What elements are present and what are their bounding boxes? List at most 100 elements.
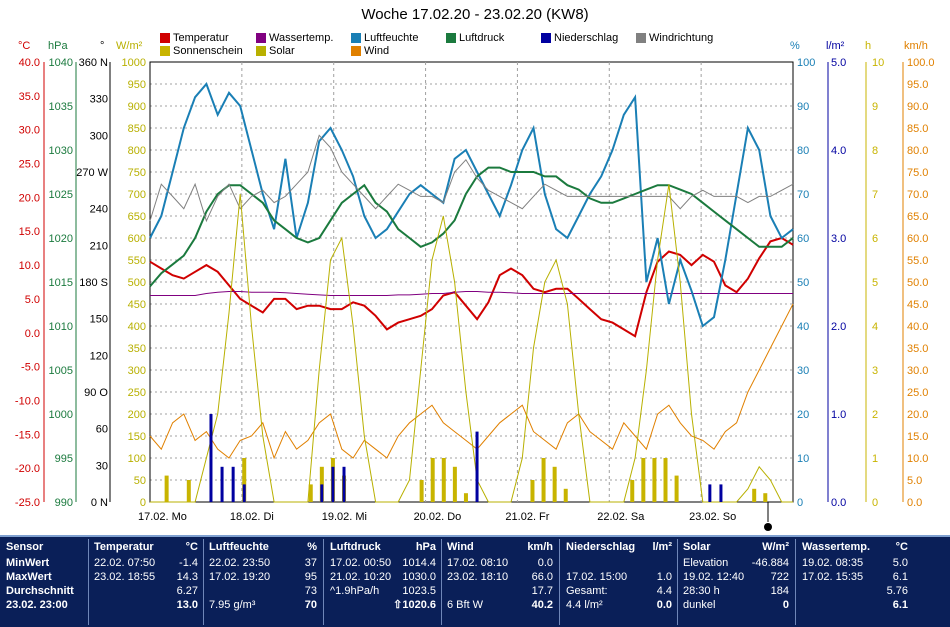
solar-axis-tick: 50 bbox=[134, 475, 146, 487]
temp-avg: 6.27 bbox=[176, 585, 198, 597]
wind-axis-tick: 30.0 bbox=[907, 365, 928, 377]
col-humidity: Luftfeuchte% 22.02. 23:50 37 17.02. 19:20… bbox=[209, 541, 317, 623]
col-solar: Solar W/m² Elevation -46.884 19.02. 12:40 7… bbox=[683, 541, 789, 623]
bar-sonnenschein bbox=[452, 466, 457, 502]
series-solar bbox=[150, 184, 793, 503]
unit-hum: % bbox=[790, 40, 800, 52]
solar-axis-tick: 300 bbox=[128, 365, 146, 377]
solar-avg: 184 bbox=[770, 585, 789, 597]
wind-axis-tick: 0.0 bbox=[907, 497, 922, 509]
press-axis-tick: 1020 bbox=[49, 233, 73, 245]
press-max-time: 21.02. 10:20 bbox=[330, 571, 392, 583]
x-tick-label: 23.02. So bbox=[689, 511, 736, 523]
sun-axis-tick: 7 bbox=[872, 189, 878, 201]
legend-wind: Wind bbox=[351, 45, 389, 57]
solar-axis-tick: 150 bbox=[128, 431, 146, 443]
hum-axis-tick: 40 bbox=[797, 321, 809, 333]
bar-niederschlag bbox=[242, 484, 246, 502]
bar-niederschlag bbox=[220, 466, 224, 502]
dir-axis-tick: 30 bbox=[96, 460, 108, 472]
col-sensor: Sensor MinWert MaxWert Durchschnitt 23.0… bbox=[6, 541, 84, 623]
series-luftfeuchte bbox=[149, 82, 794, 328]
hum-axis-tick: 0 bbox=[797, 497, 803, 509]
unit-dir: ° bbox=[100, 40, 105, 52]
sun-axis-tick: 4 bbox=[872, 321, 878, 333]
press-axis-tick: 1025 bbox=[49, 189, 73, 201]
legend-swatch bbox=[256, 46, 266, 56]
bar-sonnenschein bbox=[663, 458, 668, 502]
temp-max-time: 23.02. 18:55 bbox=[94, 571, 156, 583]
wind-axis-tick: 40.0 bbox=[907, 321, 928, 333]
row-label-avg: Durchschnitt bbox=[6, 585, 74, 597]
bar-sonnenschein bbox=[641, 458, 646, 502]
series-wind bbox=[149, 303, 794, 460]
bar-sonnenschein bbox=[430, 458, 435, 502]
wind-axis-tick: 90.0 bbox=[907, 101, 928, 113]
solar-axis-tick: 450 bbox=[128, 299, 146, 311]
trend-up-icon: ⇧ bbox=[393, 599, 403, 611]
row-label-now: 23.02. 23:00 bbox=[6, 599, 68, 611]
press-axis-tick: 1005 bbox=[49, 365, 73, 377]
sun-axis-tick: 3 bbox=[872, 365, 878, 377]
temp-axis-tick: 20.0 bbox=[19, 192, 40, 204]
bar-sonnenschein bbox=[630, 480, 635, 502]
dir-axis-tick: 0 N bbox=[91, 497, 108, 509]
wind-max-value: 66.0 bbox=[531, 571, 553, 583]
hum-axis-tick: 10 bbox=[797, 453, 809, 465]
rain-max-time: 17.02. 15:00 bbox=[566, 571, 628, 583]
solar-axis-tick: 0 bbox=[140, 497, 146, 509]
unit-press: hPa bbox=[48, 40, 68, 52]
bar-niederschlag bbox=[331, 466, 335, 502]
hum-axis-tick: 20 bbox=[797, 409, 809, 421]
press-unit: hPa bbox=[415, 541, 436, 553]
row-label-min: MinWert bbox=[6, 557, 50, 569]
hum-abs: 7.95 g/m³ bbox=[209, 599, 256, 611]
unit-sun: h bbox=[865, 40, 872, 52]
dir-axis-tick: 120 bbox=[90, 350, 108, 362]
rain-now: 0.0 bbox=[656, 599, 672, 611]
legend-swatch bbox=[446, 33, 456, 43]
hum-axis-tick: 80 bbox=[797, 145, 809, 157]
bar-sonnenschein bbox=[541, 458, 546, 502]
press-head: Luftdruck bbox=[330, 541, 381, 553]
wind-axis-tick: 25.0 bbox=[907, 387, 928, 399]
hum-head: Luftfeuchte bbox=[209, 541, 269, 553]
wind-axis-tick: 45.0 bbox=[907, 299, 928, 311]
legend-temperatur: Temperatur bbox=[160, 32, 229, 44]
series-temperatur bbox=[149, 236, 794, 338]
bar-niederschlag bbox=[708, 484, 712, 502]
rain-axis-tick: 3.0 bbox=[831, 233, 846, 245]
water-min-value: 5.0 bbox=[892, 557, 908, 569]
solar-axis-tick: 350 bbox=[128, 343, 146, 355]
press-min-value: 1014.4 bbox=[402, 557, 436, 569]
chart-title: Woche 17.02.20 - 23.02.20 (KW8) bbox=[361, 6, 589, 23]
legend-solar: Solar bbox=[256, 45, 295, 57]
col-wind: Wind km/h 17.02. 08:10 0.0 23.02. 18:10 66.… bbox=[447, 541, 553, 623]
solar-axis-tick: 250 bbox=[128, 387, 146, 399]
bar-niederschlag bbox=[719, 484, 723, 502]
solar-axis-tick: 400 bbox=[128, 321, 146, 333]
hum-axis-tick: 50 bbox=[797, 277, 809, 289]
solar-state: dunkel bbox=[683, 599, 716, 611]
wind-min-value: 0.0 bbox=[537, 557, 553, 569]
hum-min-time: 22.02. 23:50 bbox=[209, 557, 271, 569]
water-avg: 5.76 bbox=[886, 585, 908, 597]
sun-axis-tick: 1 bbox=[872, 453, 878, 465]
legend-luftfeuchte: Luftfeuchte bbox=[351, 32, 418, 44]
press-max-value: 1030.0 bbox=[402, 571, 436, 583]
press-trend: ^1.9hPa/h bbox=[330, 585, 380, 597]
legend-swatch bbox=[160, 33, 170, 43]
temp-min-time: 22.02. 07:50 bbox=[94, 557, 156, 569]
legend-swatch bbox=[351, 33, 361, 43]
bar-sonnenschein bbox=[242, 458, 247, 502]
legend-swatch bbox=[541, 33, 551, 43]
bar-niederschlag bbox=[231, 466, 235, 502]
legend-luftdruck: Luftdruck bbox=[446, 32, 504, 44]
temp-axis-tick: 25.0 bbox=[19, 159, 40, 171]
series-wassertemp bbox=[150, 291, 793, 296]
wind-axis-tick: 15.0 bbox=[907, 431, 928, 443]
legend-sonnenschein: Sonnenschein bbox=[160, 45, 243, 57]
temp-head: Temperatur bbox=[94, 541, 154, 553]
bar-niederschlag bbox=[209, 414, 213, 502]
hum-max-time: 17.02. 19:20 bbox=[209, 571, 271, 583]
